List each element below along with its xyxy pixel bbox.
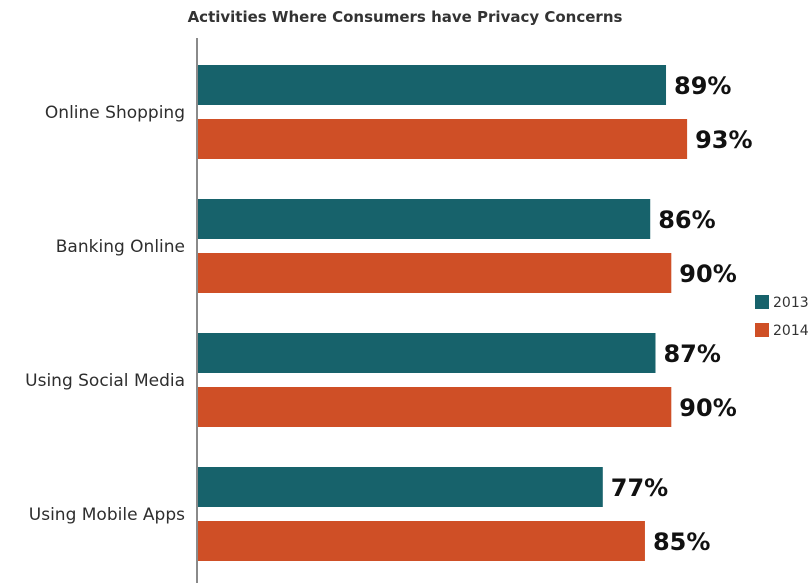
bar-online-shopping-2014 [197,119,688,159]
bars-layer [197,65,688,561]
legend-swatch-2013 [755,295,769,309]
legend: 2013 2014 [755,295,809,339]
legend-label-2014: 2014 [773,323,809,339]
category-label-using-mobile-apps: Using Mobile Apps [29,505,185,525]
value-labels: 89% 93% 86% 90% 87% 90% 77% 85% [611,72,753,556]
bar-using-social-media-2014 [197,387,672,427]
value-label-using-social-media-2013: 87% [663,340,720,368]
chart-title: Activities Where Consumers have Privacy … [188,8,623,26]
value-label-using-mobile-apps-2014: 85% [653,528,710,556]
category-label-using-social-media: Using Social Media [25,371,185,391]
bar-online-shopping-2013 [197,65,667,105]
legend-swatch-2014 [755,323,769,337]
value-label-banking-online-2013: 86% [658,206,715,234]
legend-label-2013: 2013 [773,295,809,311]
category-labels: Online Shopping Banking Online Using Socia… [25,103,185,525]
bar-banking-online-2013 [197,199,651,239]
value-label-banking-online-2014: 90% [679,260,736,288]
bar-using-mobile-apps-2013 [197,467,603,507]
category-label-banking-online: Banking Online [56,237,185,257]
value-label-online-shopping-2014: 93% [695,126,752,154]
value-label-using-social-media-2014: 90% [679,394,736,422]
bar-banking-online-2014 [197,253,672,293]
value-label-online-shopping-2013: 89% [674,72,731,100]
bar-using-social-media-2013 [197,333,656,373]
value-label-using-mobile-apps-2013: 77% [611,474,668,502]
category-label-online-shopping: Online Shopping [45,103,185,123]
bar-using-mobile-apps-2014 [197,521,645,561]
